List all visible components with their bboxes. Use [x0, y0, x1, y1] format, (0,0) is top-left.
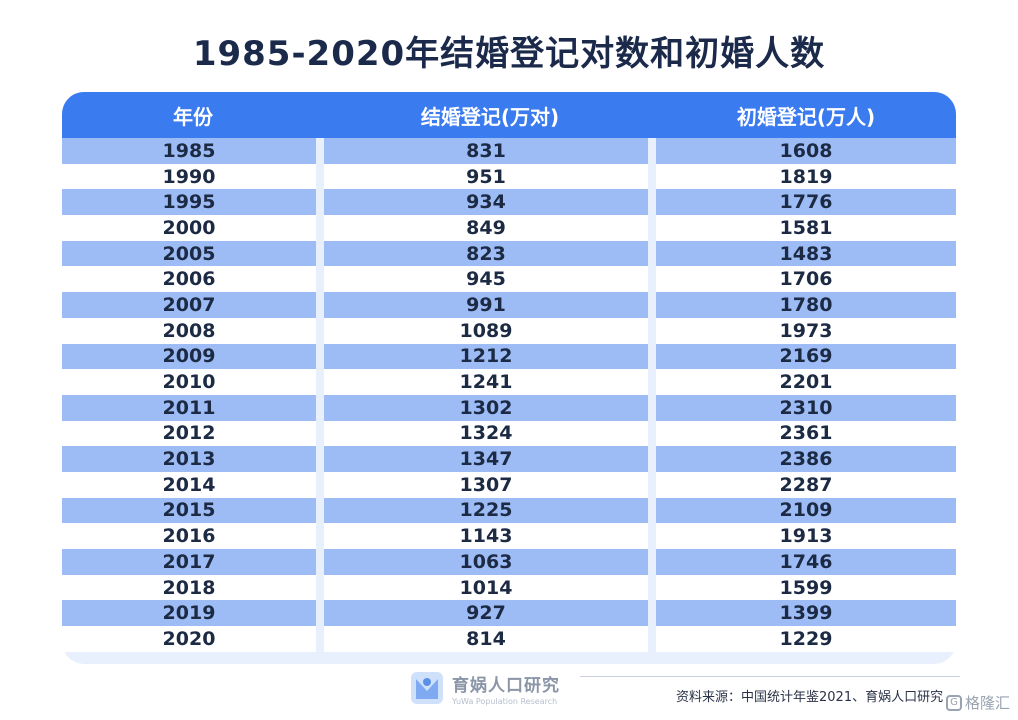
cell-marriage-registrations: 1225 — [324, 497, 656, 524]
logo-title: 育娲人口研究 — [452, 675, 560, 696]
table-row: 2015 1225 2109 — [62, 497, 956, 524]
table-row: 2000 849 1581 — [62, 215, 956, 241]
cell-year: 2008 — [62, 317, 324, 344]
cell-year: 2010 — [62, 369, 324, 395]
brand-logo: 育娲人口研究 YuWa Population Research — [410, 668, 580, 708]
cell-marriage-registrations: 849 — [324, 215, 656, 241]
table-row: 1995 934 1776 — [62, 189, 956, 216]
cell-year: 2020 — [62, 626, 324, 652]
cell-marriage-registrations: 991 — [324, 292, 656, 318]
cell-year: 2007 — [62, 292, 324, 318]
cell-first-marriages: 1483 — [656, 240, 956, 267]
header-year: 年份 — [173, 104, 213, 129]
cell-marriage-registrations: 951 — [324, 163, 656, 190]
cell-marriage-registrations: 1014 — [324, 574, 656, 601]
table-row: 1985 831 1608 — [62, 138, 956, 164]
cell-first-marriages: 1581 — [656, 215, 956, 241]
cell-first-marriages: 2201 — [656, 369, 956, 395]
cell-first-marriages: 1776 — [656, 189, 956, 216]
table-row: 2014 1307 2287 — [62, 471, 956, 498]
table-row: 2009 1212 2169 — [62, 343, 956, 370]
cell-marriage-registrations: 927 — [324, 600, 656, 627]
cell-year: 2009 — [62, 343, 324, 370]
cell-first-marriages: 1746 — [656, 549, 956, 575]
table-row: 2010 1241 2201 — [62, 369, 956, 395]
table-header: 年份 结婚登记(万对) 初婚登记(万人) — [62, 92, 956, 138]
cell-first-marriages: 2287 — [656, 471, 956, 498]
cell-first-marriages: 2109 — [656, 497, 956, 524]
cell-first-marriages: 1973 — [656, 317, 956, 344]
table-row: 2011 1302 2310 — [62, 394, 956, 421]
logo-icon — [411, 672, 443, 704]
source-note: 资料来源：中国统计年鉴2021、育娲人口研究 — [676, 690, 944, 705]
table-row: 2006 945 1706 — [62, 266, 956, 293]
table-row: 2017 1063 1746 — [62, 549, 956, 575]
table-row: 2012 1324 2361 — [62, 420, 956, 447]
cell-marriage-registrations: 945 — [324, 266, 656, 293]
cell-year: 2016 — [62, 523, 324, 549]
header-marriage-registrations: 结婚登记(万对) — [420, 104, 560, 129]
cell-year: 2019 — [62, 600, 324, 627]
cell-year: 2011 — [62, 394, 324, 421]
table-row: 2018 1014 1599 — [62, 574, 956, 601]
logo-subtitle: YuWa Population Research — [452, 696, 558, 706]
cell-year: 1995 — [62, 189, 324, 216]
cell-first-marriages: 2361 — [656, 420, 956, 447]
cell-year: 2013 — [62, 446, 324, 472]
table-row: 2020 814 1229 — [62, 626, 956, 652]
table-row: 2016 1143 1913 — [62, 523, 956, 549]
divider — [580, 676, 960, 677]
cell-first-marriages: 1229 — [656, 626, 956, 652]
cell-marriage-registrations: 1324 — [324, 420, 656, 447]
cell-year: 2018 — [62, 574, 324, 601]
cell-year: 1990 — [62, 163, 324, 190]
cell-marriage-registrations: 1143 — [324, 523, 656, 549]
cell-first-marriages: 2169 — [656, 343, 956, 370]
cell-first-marriages: 1399 — [656, 600, 956, 627]
table-row: 2008 1089 1973 — [62, 317, 956, 344]
cell-marriage-registrations: 1307 — [324, 471, 656, 498]
watermark-icon: G — [945, 694, 962, 711]
cell-first-marriages: 2310 — [656, 394, 956, 421]
cell-first-marriages: 1780 — [656, 292, 956, 318]
table-row: 2005 823 1483 — [62, 240, 956, 267]
table-row: 1990 951 1819 — [62, 163, 956, 190]
cell-year: 2000 — [62, 215, 324, 241]
table-body: 1985 831 1608 1990 951 1819 1995 934 1776 2000 849… — [62, 138, 956, 652]
watermark: G 格隆汇 — [945, 692, 1010, 713]
cell-year: 2017 — [62, 549, 324, 575]
cell-year: 2005 — [62, 240, 324, 267]
cell-first-marriages: 2386 — [656, 446, 956, 472]
cell-year: 2012 — [62, 420, 324, 447]
cell-marriage-registrations: 934 — [324, 189, 656, 216]
cell-first-marriages: 1913 — [656, 523, 956, 549]
cell-marriage-registrations: 1089 — [324, 317, 656, 344]
cell-year: 1985 — [62, 138, 324, 164]
table-row: 2007 991 1780 — [62, 292, 956, 318]
cell-year: 2006 — [62, 266, 324, 293]
cell-year: 2015 — [62, 497, 324, 524]
header-first-marriages: 初婚登记(万人) — [736, 104, 876, 129]
cell-marriage-registrations: 1347 — [324, 446, 656, 472]
cell-year: 2014 — [62, 471, 324, 498]
watermark-text: 格隆汇 — [964, 694, 1010, 712]
cell-marriage-registrations: 1063 — [324, 549, 656, 575]
cell-marriage-registrations: 823 — [324, 240, 656, 267]
cell-first-marriages: 1819 — [656, 163, 956, 190]
cell-marriage-registrations: 831 — [324, 138, 656, 164]
table-row: 2013 1347 2386 — [62, 446, 956, 472]
table-row: 2019 927 1399 — [62, 600, 956, 627]
page-title: 1985-2020年结婚登记对数和初婚人数 — [192, 34, 826, 74]
cell-marriage-registrations: 1241 — [324, 369, 656, 395]
cell-marriage-registrations: 1212 — [324, 343, 656, 370]
cell-marriage-registrations: 814 — [324, 626, 656, 652]
data-table: 年份 结婚登记(万对) 初婚登记(万人) 1985 831 1608 1990 951 1… — [62, 92, 956, 664]
cell-first-marriages: 1608 — [656, 138, 956, 164]
cell-first-marriages: 1706 — [656, 266, 956, 293]
cell-first-marriages: 1599 — [656, 574, 956, 601]
cell-marriage-registrations: 1302 — [324, 394, 656, 421]
